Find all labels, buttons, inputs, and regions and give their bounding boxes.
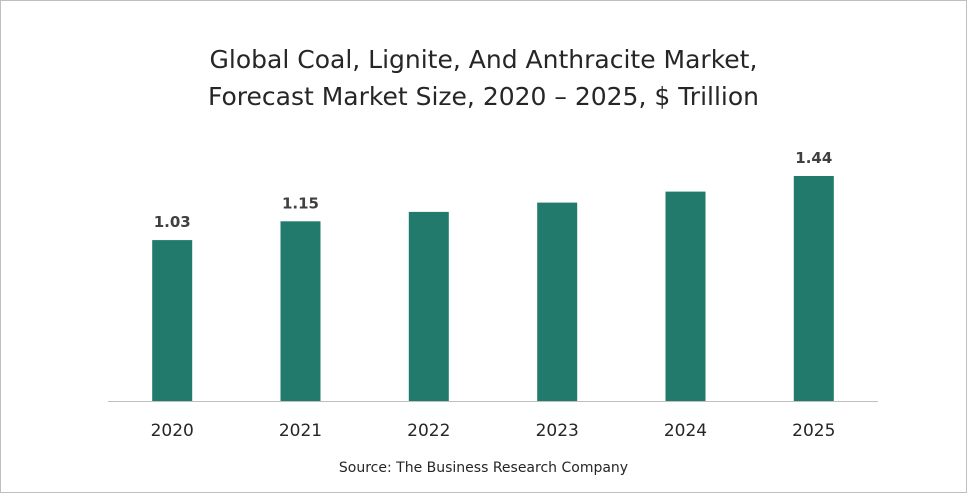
bar-2020 bbox=[152, 240, 193, 401]
data-label-2021: 1.15 bbox=[282, 194, 319, 212]
source-note: Source: The Business Research Company bbox=[338, 460, 629, 476]
data-label-2025: 1.44 bbox=[795, 149, 832, 167]
x-tick-label-2020: 2020 bbox=[151, 421, 194, 441]
bar-2025 bbox=[793, 176, 834, 401]
data-label-2020: 1.03 bbox=[154, 213, 191, 231]
bar-2024 bbox=[665, 191, 706, 401]
chart-title: Global Coal, Lignite, And Anthracite Mar… bbox=[1, 41, 966, 115]
x-tick-label-2022: 2022 bbox=[407, 421, 450, 441]
x-tick-label-2024: 2024 bbox=[664, 421, 707, 441]
x-tick-label-2021: 2021 bbox=[279, 421, 322, 441]
chart-title-line-2: Forecast Market Size, 2020 – 2025, $ Tri… bbox=[207, 82, 759, 111]
bar-2022 bbox=[408, 211, 449, 401]
x-tick-label-2023: 2023 bbox=[536, 421, 579, 441]
x-tick-label-2025: 2025 bbox=[792, 421, 835, 441]
bar-2021 bbox=[280, 221, 321, 401]
chart-title-line-1: Global Coal, Lignite, And Anthracite Mar… bbox=[209, 45, 758, 74]
bar-2023 bbox=[537, 202, 578, 401]
